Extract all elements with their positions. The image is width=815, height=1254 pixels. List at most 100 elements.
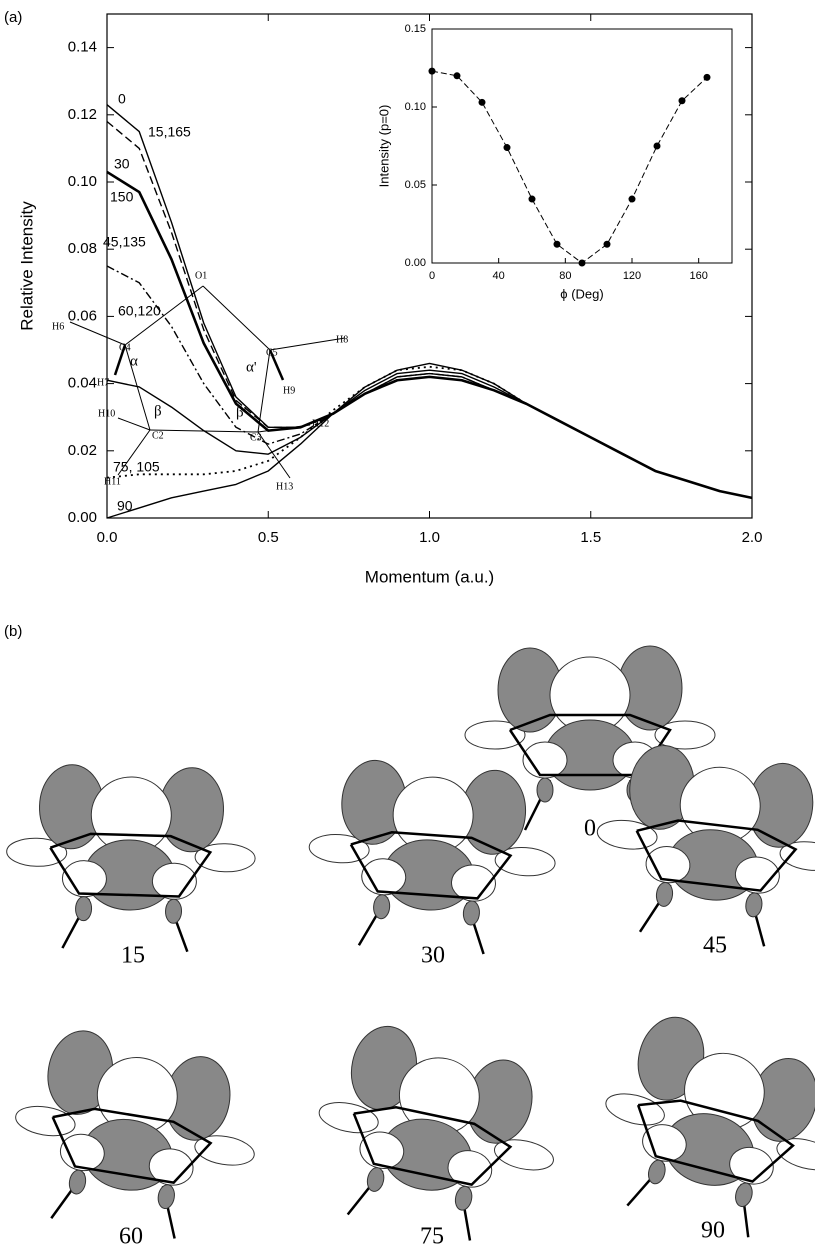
- series-label: 0: [118, 91, 126, 107]
- atom-label: H6: [52, 321, 64, 332]
- orbital-label: 0: [584, 816, 596, 842]
- orbital-picture: [318, 1025, 554, 1241]
- orbital-picture: [308, 759, 556, 955]
- x-axis-title: Momentum (a.u.): [365, 567, 494, 586]
- orbital-lobe: [165, 898, 183, 924]
- bond: [257, 431, 291, 479]
- orbital-label: 30: [421, 943, 445, 969]
- orbital-lobe: [735, 1182, 753, 1208]
- orbital-picture: [596, 745, 815, 947]
- data-point: [678, 97, 686, 105]
- orbital-lobe: [454, 1185, 473, 1211]
- series-label: 90: [117, 498, 133, 514]
- orbital-lobe: [373, 894, 391, 920]
- atom-label: β: [154, 403, 162, 419]
- atom-label: H8: [336, 334, 348, 345]
- data-line: [106, 369, 753, 499]
- orbital-picture: [464, 645, 716, 831]
- y-tick-label: 0.04: [68, 375, 97, 392]
- orbital-lobe: [655, 881, 674, 907]
- orbital-lobe: [366, 1167, 385, 1192]
- data-point: [528, 195, 536, 203]
- panel-label: (a): [4, 9, 22, 26]
- bond: [124, 285, 204, 346]
- y-tick-label: 0.12: [68, 106, 97, 123]
- y-axis-title: Relative Intensity: [17, 201, 36, 331]
- y-tick-label: 0.10: [405, 101, 426, 113]
- x-tick-label: 40: [493, 270, 505, 282]
- data-point: [628, 195, 636, 203]
- ring: [352, 1105, 513, 1186]
- ring: [636, 1099, 795, 1183]
- orbital-lobe: [68, 1169, 87, 1195]
- x-tick-label: 1.5: [580, 529, 601, 546]
- data-point: [553, 240, 561, 248]
- orbital-lobe: [75, 896, 93, 922]
- atom-label: H13: [276, 481, 293, 492]
- atom-label: β': [236, 404, 247, 420]
- x-tick-label: 0: [429, 270, 435, 282]
- orbital-lobe: [745, 892, 763, 918]
- atom-label: C3: [250, 432, 262, 443]
- y-tick-label: 0.05: [405, 179, 426, 191]
- series-label: 15,165: [148, 124, 191, 140]
- data-point: [453, 72, 461, 80]
- atom-label: H12: [312, 418, 329, 429]
- data-line: [106, 265, 753, 499]
- orbital-lobe: [15, 1105, 76, 1137]
- bond: [69, 321, 126, 346]
- atom-label: C2: [152, 430, 164, 441]
- x-tick-label: 80: [559, 270, 571, 282]
- data-point: [653, 142, 661, 150]
- orbital-lobe: [308, 834, 370, 864]
- data-line: [106, 365, 753, 499]
- orbital-lobe: [464, 720, 526, 750]
- orbital-picture: [6, 764, 256, 953]
- ring: [49, 832, 213, 898]
- atom-label: O1: [195, 270, 207, 281]
- bond: [117, 417, 151, 431]
- y-tick-label: 0.08: [68, 240, 97, 257]
- x-tick-label: 0.0: [97, 529, 118, 546]
- y-axis-title: Intensity (p=0): [376, 105, 391, 188]
- y-tick-label: 0.10: [68, 173, 97, 190]
- x-tick-label: 0.5: [258, 529, 279, 546]
- bond: [269, 337, 346, 351]
- atom-label: α: [130, 353, 138, 369]
- bond: [202, 285, 271, 351]
- orbital-picture: [15, 1030, 255, 1239]
- y-tick-label: 0.00: [405, 257, 426, 269]
- atom-label: C4: [119, 342, 131, 353]
- data-point: [603, 240, 611, 248]
- data-point: [478, 98, 486, 106]
- bond: [257, 424, 311, 433]
- atom-label: H11: [104, 476, 121, 487]
- orbital-label: 45: [703, 933, 727, 959]
- y-tick-label: 0.06: [68, 307, 97, 324]
- orbital-lobe: [647, 1159, 666, 1185]
- series-label: 75, 105: [113, 459, 160, 475]
- panel-label: (b): [4, 623, 22, 640]
- bond: [117, 429, 151, 476]
- orbital-label: 90: [701, 1218, 725, 1244]
- data-point: [428, 67, 436, 75]
- orbital-lobe: [194, 843, 256, 873]
- data-point: [578, 259, 586, 267]
- bond: [257, 349, 271, 433]
- bond: [124, 344, 151, 431]
- series-label: 60,120: [118, 303, 161, 319]
- ring: [51, 1107, 213, 1184]
- series-label: 45,135: [103, 234, 146, 250]
- data-line: [106, 362, 753, 519]
- data-point: [503, 144, 511, 152]
- orbital-label: 60: [119, 1224, 143, 1250]
- x-tick-label: 160: [689, 270, 707, 282]
- orbital-lobe: [654, 720, 716, 750]
- y-tick-label: 0.02: [68, 442, 97, 459]
- orbital-label: 75: [420, 1224, 444, 1250]
- bond: [113, 344, 127, 376]
- x-tick-label: 1.0: [419, 529, 440, 546]
- orbital-lobe: [536, 777, 554, 803]
